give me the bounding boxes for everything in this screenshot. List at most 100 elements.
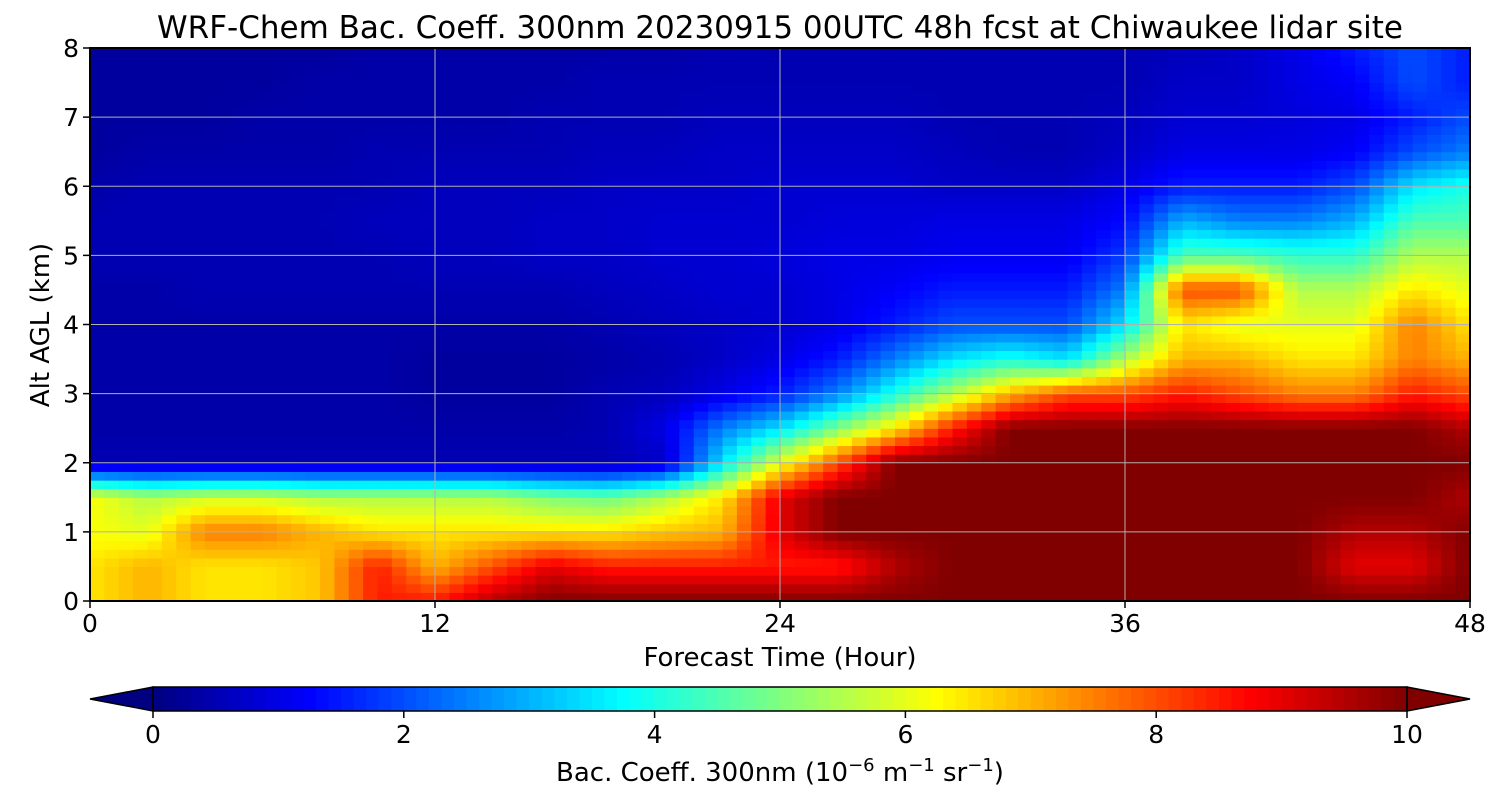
heatmap-cell xyxy=(1081,194,1097,205)
heatmap-cell xyxy=(1196,203,1212,213)
heatmap-cell xyxy=(938,238,954,248)
heatmap-cell xyxy=(995,419,1011,429)
heatmap-cell xyxy=(550,419,565,429)
heatmap-cell xyxy=(851,359,867,369)
heatmap-cell xyxy=(808,289,824,300)
heatmap-cell xyxy=(736,220,752,231)
heatmap-cell xyxy=(1268,367,1284,377)
heatmap-cell xyxy=(90,488,105,498)
heatmap-cell xyxy=(348,160,364,170)
heatmap-cell xyxy=(1268,583,1284,593)
heatmap-cell xyxy=(305,583,321,593)
heatmap-cell xyxy=(607,540,623,550)
heatmap-cell xyxy=(406,194,422,205)
heatmap-cell xyxy=(1383,307,1399,317)
heatmap-cell xyxy=(363,177,379,187)
heatmap-cell xyxy=(205,307,220,317)
heatmap-cell xyxy=(1254,160,1270,170)
heatmap-cell xyxy=(1110,557,1126,568)
heatmap-cell xyxy=(334,480,350,490)
heatmap-cell xyxy=(1053,272,1069,282)
heatmap-cell xyxy=(1053,488,1069,498)
heatmap-cell xyxy=(1081,436,1097,447)
heatmap-cell xyxy=(104,177,120,187)
heatmap-cell xyxy=(248,177,264,187)
heatmap-cell xyxy=(636,523,652,533)
heatmap-cell xyxy=(176,220,192,231)
heatmap-cell xyxy=(909,324,925,334)
heatmap-cell xyxy=(133,298,149,308)
heatmap-cell xyxy=(262,540,278,550)
heatmap-cell xyxy=(1369,298,1385,308)
heatmap-cell xyxy=(995,531,1011,542)
heatmap-cell xyxy=(478,549,494,559)
heatmap-cell xyxy=(334,160,350,170)
heatmap-cell xyxy=(780,298,795,308)
heatmap-cell xyxy=(665,402,680,412)
heatmap-cell xyxy=(190,428,206,438)
heatmap-cell xyxy=(866,255,882,265)
heatmap-cell xyxy=(147,238,163,248)
heatmap-cell xyxy=(636,592,652,601)
heatmap-cell xyxy=(190,566,206,576)
heatmap-cell xyxy=(305,307,321,317)
heatmap-cell xyxy=(966,238,982,248)
heatmap-cell xyxy=(1024,359,1040,369)
heatmap-cell xyxy=(391,350,407,360)
heatmap-cell xyxy=(1182,160,1198,170)
heatmap-cell xyxy=(1240,272,1255,282)
heatmap-cell xyxy=(104,497,120,507)
heatmap-cell xyxy=(1283,583,1299,593)
heatmap-cell xyxy=(1455,229,1470,239)
heatmap-cell xyxy=(133,272,149,282)
heatmap-cell xyxy=(1297,298,1313,308)
heatmap-cell xyxy=(780,160,795,170)
heatmap-cell xyxy=(219,177,235,187)
heatmap-cell xyxy=(923,177,939,187)
heatmap-cell xyxy=(176,393,192,403)
heatmap-cell xyxy=(406,324,422,334)
heatmap-cell xyxy=(1254,315,1270,326)
heatmap-cell xyxy=(952,566,968,576)
heatmap-cell xyxy=(377,212,393,222)
heatmap-cell xyxy=(1240,255,1255,265)
heatmap-cell xyxy=(808,272,824,282)
heatmap-cell xyxy=(708,238,724,248)
heatmap-cell xyxy=(952,194,968,205)
heatmap-cell xyxy=(219,410,235,421)
heatmap-cell xyxy=(1412,393,1428,403)
heatmap-cell xyxy=(1326,384,1342,395)
heatmap-cell xyxy=(233,151,249,161)
heatmap-cell xyxy=(995,272,1011,282)
heatmap-cell xyxy=(205,333,220,343)
heatmap-cell xyxy=(1081,367,1097,377)
heatmap-cell xyxy=(478,177,494,187)
heatmap-cell xyxy=(780,289,795,300)
heatmap-cell xyxy=(679,531,695,542)
heatmap-cell xyxy=(478,575,494,585)
heatmap-cell xyxy=(736,229,752,239)
heatmap-cell xyxy=(176,186,192,196)
heatmap-cell xyxy=(1311,488,1327,498)
heatmap-cell xyxy=(248,592,264,601)
heatmap-cell xyxy=(1196,220,1212,231)
heatmap-cell xyxy=(665,505,680,516)
heatmap-cell xyxy=(1441,272,1457,282)
heatmap-cell xyxy=(90,531,105,542)
heatmap-cell xyxy=(492,168,508,179)
heatmap-cell xyxy=(837,436,853,447)
heatmap-cell xyxy=(909,376,925,386)
heatmap-cell xyxy=(1412,255,1428,265)
heatmap-cell xyxy=(305,428,321,438)
heatmap-cell xyxy=(1125,592,1140,601)
heatmap-cell xyxy=(1383,315,1399,326)
heatmap-cell xyxy=(1024,549,1040,559)
heatmap-cell xyxy=(1326,341,1342,352)
heatmap-cell xyxy=(133,367,149,377)
heatmap-cell xyxy=(895,557,910,568)
heatmap-cell xyxy=(248,531,264,542)
heatmap-cell xyxy=(1268,557,1284,568)
heatmap-cell xyxy=(909,333,925,343)
heatmap-cell xyxy=(90,168,105,179)
heatmap-cell xyxy=(334,549,350,559)
